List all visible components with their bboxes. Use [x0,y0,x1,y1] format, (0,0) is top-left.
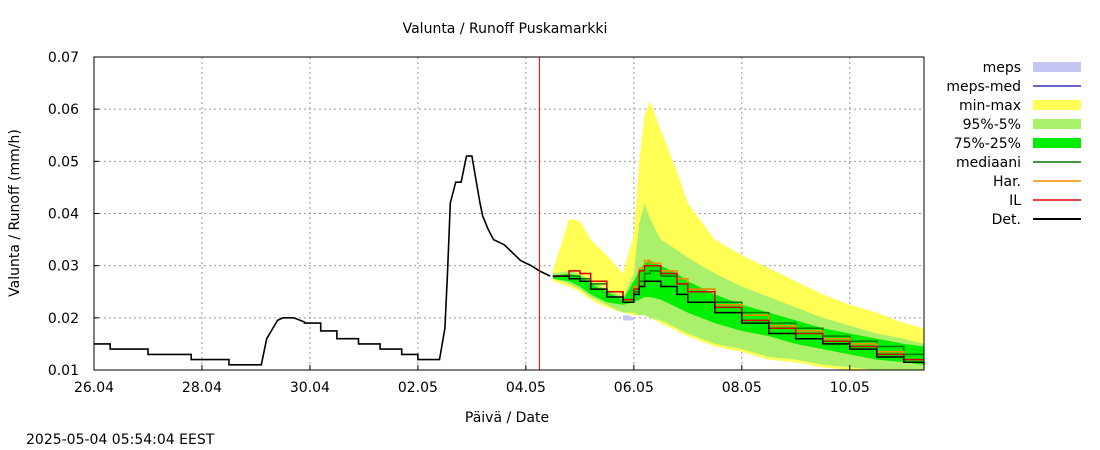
band-95-5 [552,203,924,370]
y-axis-label: Valunta / Runoff (mm/h) [7,129,23,297]
line-observed [94,155,551,366]
x-tick-label: 08.05 [722,380,762,396]
y-axis-ticks: 0.01 0.02 0.03 0.04 0.05 0.06 0.07 [48,50,99,379]
series-lines [94,155,925,366]
timestamp: 2025-05-04 05:54:04 EEST [26,432,215,448]
legend-label-95-5: 95%-5% [963,117,1021,133]
y-tick-label: 0.06 [48,102,79,118]
legend-label-il: IL [1009,193,1021,209]
line-det [552,275,925,365]
legend-label-meps-med: meps-med [946,79,1021,95]
y-tick-label: 0.05 [48,154,79,170]
y-tick-label: 0.02 [48,311,79,327]
legend-label-det: Det. [992,212,1021,228]
forecast-bands [552,101,924,371]
x-tick-label: 06.05 [614,380,654,396]
y-tick-label: 0.01 [48,363,79,379]
legend-label-mediaani: mediaani [956,155,1021,171]
legend-label-min-max: min-max [959,98,1021,114]
legend-label-meps: meps [983,60,1021,76]
x-tick-label: 02.05 [398,380,438,396]
x-axis-ticks: 26.04 28.04 30.04 02.05 04.05 06.05 08.05 10.05 [74,365,870,396]
legend: meps meps-med min-max 95%-5% 75%-25% mediaani… [946,60,1081,228]
band-meps [623,315,634,321]
legend-swatch-75-25 [1033,138,1081,148]
legend-swatch-meps [1033,62,1081,72]
legend-swatch-min-max [1033,100,1081,110]
x-axis-label: Päivä / Date [465,410,549,426]
x-tick-label: 10.05 [830,380,870,396]
legend-label-har: Har. [993,174,1021,190]
x-tick-label: 30.04 [290,380,330,396]
x-tick-label: 04.05 [506,380,546,396]
y-tick-label: 0.04 [48,207,79,223]
y-tick-label: 0.03 [48,259,79,275]
chart-title: Valunta / Runoff Puskamarkki [403,21,608,37]
legend-label-75-25: 75%-25% [954,136,1021,152]
grid [94,57,924,370]
line-il [552,264,924,361]
y-tick-label: 0.07 [48,50,79,66]
x-tick-label: 26.04 [74,380,114,396]
x-tick-label: 28.04 [182,380,222,396]
legend-swatch-95-5 [1033,119,1081,129]
